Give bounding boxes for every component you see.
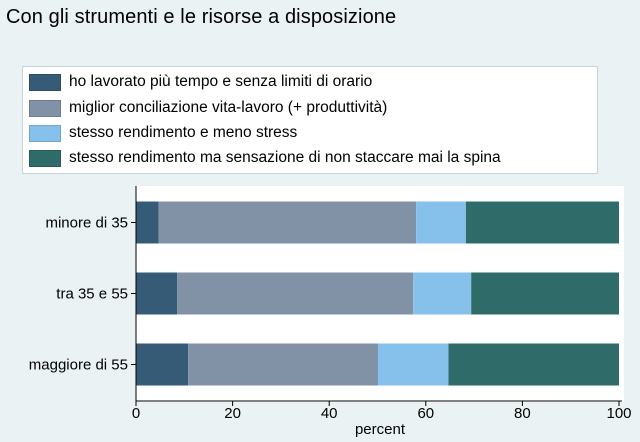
x-tick-label-4: 80	[514, 405, 531, 422]
x-axis-label: percent	[355, 421, 406, 438]
x-tick-label-3: 60	[417, 405, 434, 422]
bar-0-series-3	[465, 201, 619, 244]
bar-1-series-1	[177, 272, 414, 315]
chart-title: Con gli strumenti e le risorse a disposi…	[6, 6, 397, 28]
legend-swatch-0	[29, 73, 61, 91]
legend-item-1: miglior conciliazione vita-lavoro (+ pro…	[29, 97, 387, 119]
legend-label-2: stesso rendimento e meno stress	[69, 124, 298, 141]
legend-item-3: stesso rendimento ma sensazione di non s…	[29, 147, 501, 169]
bars-group	[136, 201, 619, 386]
category-labels: minore di 35 tra 35 e 55 maggiore di 55	[29, 215, 136, 374]
legend-label-3: stesso rendimento ma sensazione di non s…	[69, 149, 501, 166]
legend-label-0: ho lavorato più tempo e senza limiti di …	[69, 73, 373, 90]
legend-label-1: miglior conciliazione vita-lavoro (+ pro…	[69, 99, 388, 116]
bar-1-series-0	[136, 272, 178, 315]
x-tick-label-1: 20	[224, 405, 241, 422]
legend-item-2: stesso rendimento e meno stress	[29, 122, 297, 144]
legend-swatch-3	[29, 149, 61, 167]
bar-2-series-1	[188, 343, 378, 386]
bar-2-series-0	[136, 343, 189, 386]
x-tick-label-0: 0	[132, 405, 140, 422]
legend-swatch-1	[29, 99, 61, 117]
bar-2-series-2	[377, 343, 449, 386]
x-tick-label-5: 100	[606, 405, 631, 422]
bar-0-series-1	[158, 201, 417, 244]
legend-item-0: ho lavorato più tempo e senza limiti di …	[29, 71, 372, 93]
bar-1-series-2	[413, 272, 472, 315]
x-tick-label-2: 40	[321, 405, 338, 422]
bar-0-series-0	[136, 201, 159, 244]
category-label-1: tra 35 e 55	[56, 286, 128, 303]
bar-0-series-2	[416, 201, 466, 244]
bar-1-series-3	[471, 272, 619, 315]
x-ticks: 0 20 40 60 80 100	[132, 401, 632, 422]
bar-2-series-3	[448, 343, 619, 386]
category-label-2: maggiore di 55	[29, 357, 128, 374]
legend: ho lavorato più tempo e senza limiti di …	[22, 66, 598, 174]
legend-swatch-2	[29, 124, 61, 142]
category-label-0: minore di 35	[45, 215, 128, 232]
